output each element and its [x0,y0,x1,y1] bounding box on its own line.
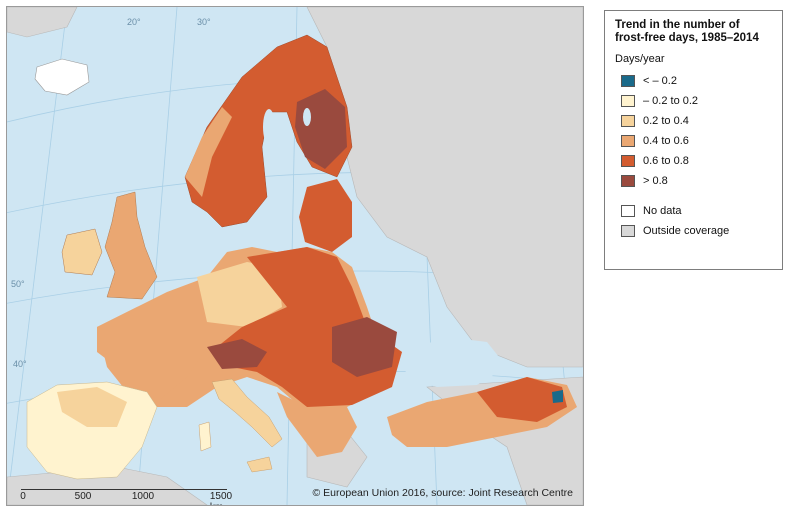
legend-label: < – 0.2 [643,75,677,87]
lakes [263,108,311,145]
legend-label: > 0.8 [643,175,668,187]
scale-bar: 0 500 1000 1500 km [20,485,241,505]
legend-swatch [621,155,635,167]
legend-label: – 0.2 to 0.2 [643,95,699,107]
legend-title-line2: frost-free days, 1985–2014 [615,32,759,44]
legend-item: < – 0.2 [615,71,772,91]
legend-label: 0.2 to 0.4 [643,115,689,127]
sicily [246,456,273,473]
scale-label: 1500 km [209,491,233,505]
scale-label: 500 [74,491,92,502]
legend-swatch [621,205,635,217]
ireland [61,228,103,276]
alps-hot [207,339,267,369]
france-light [97,297,207,402]
black-sea [402,337,507,387]
graticule-label: 40° [13,359,27,369]
legend-unit: Days/year [615,53,665,65]
legend-swatch [621,225,635,237]
legend-item-no-data: No data [615,201,772,221]
legend-swatch [621,95,635,107]
iberia-warm [57,387,127,427]
legend-item: – 0.2 to 0.2 [615,91,772,111]
legend-swatch [621,75,635,87]
romania-hot [332,317,397,377]
graticule-label: 50° [11,279,25,289]
iceland [34,58,90,96]
legend-label: 0.4 to 0.6 [643,135,689,147]
turkey-hot [477,377,567,422]
turkey-cool [552,390,563,403]
legend-label: Outside coverage [643,225,730,237]
scale-line [21,489,227,490]
legend-swatch [621,135,635,147]
map-credit: © European Union 2016, source: Joint Res… [312,487,573,499]
legend-swatch [621,175,635,187]
great-britain [104,191,158,300]
norway-coast [185,107,232,197]
legend-item: > 0.8 [615,171,772,191]
italy [211,378,283,448]
scale-label: 1000 [131,491,155,502]
legend-item: 0.2 to 0.4 [615,111,772,131]
balkans [277,392,357,457]
scandinavia [184,34,353,228]
germany-light [197,262,282,327]
baltics [299,179,352,252]
sardinia [198,421,212,452]
legend-item: 0.6 to 0.8 [615,151,772,171]
graticule-label: 20° [127,17,141,27]
legend-item-outside: Outside coverage [615,221,772,241]
graticule-label: 30° [197,17,211,27]
scale-label: 0 [20,491,26,502]
europe-map: 50° 40° 20° 30° [7,7,583,505]
legend-label: 0.6 to 0.8 [643,155,689,167]
legend-item: 0.4 to 0.6 [615,131,772,151]
legend-label: No data [643,205,682,217]
map-legend: Trend in the number of frost-free days, … [604,10,783,270]
legend-title-line1: Trend in the number of [615,19,740,31]
map-frame[interactable]: 50° 40° 20° 30° [6,6,584,506]
legend-swatch [621,115,635,127]
